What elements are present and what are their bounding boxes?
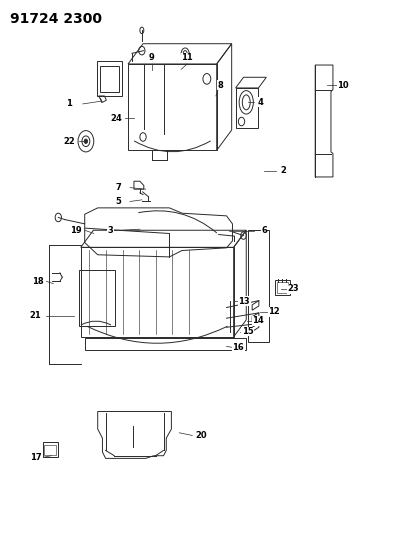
Text: 8: 8 <box>218 81 223 90</box>
Bar <box>128 64 217 150</box>
Text: 9: 9 <box>149 53 154 62</box>
Text: 2: 2 <box>281 166 286 175</box>
Text: 3: 3 <box>108 226 113 235</box>
Text: 5: 5 <box>115 197 121 206</box>
Bar <box>236 88 258 128</box>
Text: 16: 16 <box>232 343 244 352</box>
Bar <box>248 230 269 342</box>
Text: 6: 6 <box>261 227 267 235</box>
Text: 1: 1 <box>66 100 72 108</box>
Text: 7: 7 <box>115 183 121 192</box>
Text: 12: 12 <box>268 308 280 316</box>
Text: 24: 24 <box>110 114 122 123</box>
Text: 15: 15 <box>242 327 253 336</box>
Bar <box>81 247 234 337</box>
Text: 21: 21 <box>30 311 41 320</box>
Text: 11: 11 <box>181 53 193 62</box>
Text: 4: 4 <box>257 98 263 107</box>
Text: 23: 23 <box>288 285 299 293</box>
Text: 17: 17 <box>30 453 41 462</box>
Text: 91724 2300: 91724 2300 <box>10 12 102 26</box>
Text: 14: 14 <box>252 317 264 325</box>
Ellipse shape <box>84 139 87 143</box>
Bar <box>85 338 246 350</box>
Bar <box>44 445 56 455</box>
Text: 18: 18 <box>32 277 43 286</box>
Bar <box>79 270 115 326</box>
Bar <box>43 442 58 457</box>
Text: 22: 22 <box>63 137 75 146</box>
Bar <box>100 66 119 92</box>
Text: 20: 20 <box>195 431 207 440</box>
Text: 13: 13 <box>238 297 250 305</box>
Text: 10: 10 <box>337 81 349 90</box>
Bar <box>275 280 290 295</box>
Bar <box>277 282 288 293</box>
Text: 19: 19 <box>70 226 82 235</box>
